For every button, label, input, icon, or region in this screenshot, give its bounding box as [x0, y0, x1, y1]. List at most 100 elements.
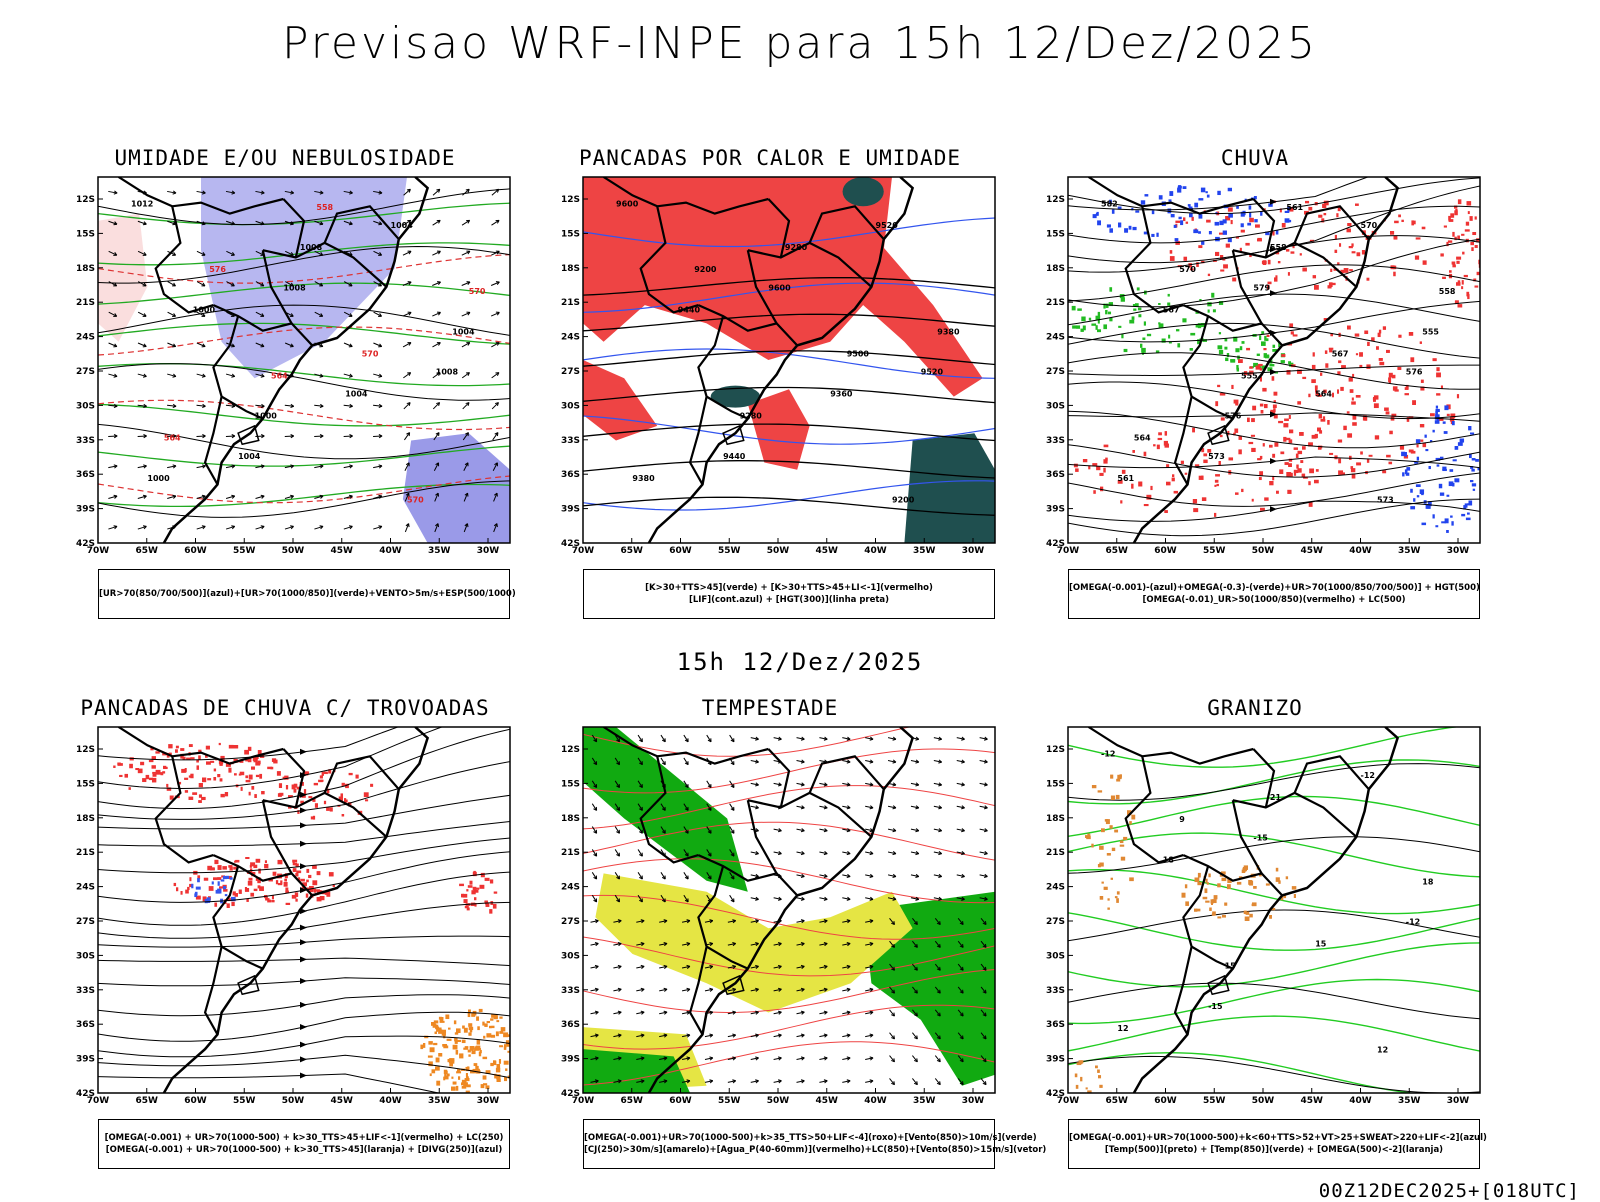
- precip-cell: [219, 743, 221, 745]
- precip-cell: [1168, 335, 1170, 339]
- precip-cell: [1205, 901, 1209, 903]
- precip-cell: [453, 1082, 457, 1085]
- precip-cell: [1352, 374, 1354, 377]
- precip-cell: [1450, 213, 1454, 217]
- lon-tick-label: 60W: [184, 546, 207, 556]
- precip-cell: [271, 900, 274, 902]
- lat-tick-label: 33S: [76, 986, 95, 996]
- precip-cell: [1405, 452, 1407, 457]
- precip-cell: [478, 1048, 481, 1051]
- precip-cell: [479, 1009, 483, 1012]
- precip-cell: [464, 899, 468, 903]
- precip-cell: [1435, 525, 1438, 527]
- precip-cell: [1156, 233, 1158, 237]
- lon-tick-label: 45W: [331, 546, 354, 556]
- precip-cell: [1109, 287, 1112, 291]
- lon-tick-label: 60W: [184, 1096, 207, 1106]
- lat-tick-label: 33S: [561, 436, 580, 446]
- precip-cell: [1231, 220, 1233, 224]
- precip-cell: [1247, 223, 1251, 226]
- precip-cell: [1211, 293, 1214, 298]
- precip-cell: [1118, 326, 1121, 328]
- precip-cell: [1212, 911, 1216, 915]
- precip-cell: [459, 1053, 463, 1058]
- precip-cell: [1357, 252, 1361, 256]
- precip-cell: [423, 1043, 425, 1048]
- lat-tick-label: 15S: [1046, 779, 1065, 789]
- precip-cell: [1351, 401, 1356, 404]
- contour-label: 570: [469, 287, 486, 296]
- precip-cell: [436, 1081, 440, 1086]
- precip-cell: [1171, 214, 1175, 217]
- precip-cell: [504, 1077, 507, 1081]
- precip-cell: [320, 780, 323, 782]
- precip-cell: [1449, 481, 1454, 486]
- precip-cell: [1089, 318, 1091, 321]
- precip-cell: [1458, 442, 1463, 446]
- precip-cell: [467, 1066, 469, 1070]
- precip-cell: [1208, 310, 1210, 313]
- lat-tick-label: 12S: [1046, 745, 1065, 755]
- forecast-map: 1012100810081004100410001004100010081004…: [55, 174, 515, 594]
- precip-cell: [1220, 270, 1224, 272]
- precip-cell: [286, 903, 291, 905]
- precip-cell: [181, 769, 186, 773]
- precip-cell: [1305, 201, 1309, 203]
- lat-tick-label: 30S: [76, 401, 95, 411]
- vector-head: [114, 526, 117, 527]
- precip-cell: [1086, 1087, 1088, 1089]
- precip-cell: [1207, 302, 1211, 306]
- precip-cell: [1241, 223, 1244, 227]
- contour-label: 564: [271, 371, 288, 380]
- precip-cell: [149, 760, 154, 762]
- lon-tick-label: 60W: [1154, 546, 1177, 556]
- lat-tick-label: 27S: [561, 917, 580, 927]
- precip-cell: [313, 816, 315, 820]
- vector-head: [963, 967, 964, 970]
- precip-cell: [1362, 250, 1365, 255]
- precip-cell: [463, 894, 468, 898]
- precip-cell: [1214, 895, 1218, 899]
- precip-cell: [245, 775, 248, 778]
- precip-cell: [142, 778, 146, 782]
- contour-label: 1004: [391, 221, 414, 230]
- precip-cell: [420, 1045, 423, 1050]
- precip-cell: [1347, 411, 1350, 413]
- precip-cell: [1080, 1077, 1082, 1081]
- precip-cell: [1181, 461, 1184, 464]
- precip-cell: [1447, 414, 1450, 416]
- precip-cell: [1129, 821, 1132, 824]
- vector-head: [917, 1058, 918, 1061]
- precip-cell: [1351, 468, 1355, 472]
- precip-cell: [1238, 359, 1243, 363]
- precip-cell: [320, 775, 323, 778]
- map-legend: [OMEGA(-0.001)-(azul)+OMEGA(-0.3)-(verde…: [1068, 569, 1480, 619]
- map-layers: 1012100810081004100410001004100010081004…: [98, 177, 510, 543]
- contour-label: 1012: [131, 199, 153, 208]
- precip-cell: [1294, 894, 1296, 898]
- precip-cell: [1333, 283, 1336, 285]
- lat-tick-label: 15S: [561, 229, 580, 239]
- precip-cell: [239, 774, 242, 776]
- precip-cell: [1145, 194, 1149, 196]
- precip-cell: [1351, 243, 1353, 246]
- precip-cell: [223, 886, 226, 889]
- precip-cell: [1214, 513, 1216, 517]
- lon-tick-label: 45W: [816, 546, 839, 556]
- precip-cell: [462, 1086, 467, 1089]
- precip-cell: [1244, 865, 1248, 870]
- precip-cell: [1185, 473, 1188, 475]
- contour-label: 573: [1208, 452, 1225, 461]
- precip-cell: [1168, 294, 1170, 297]
- precip-cell: [175, 749, 178, 752]
- lon-tick-label: 40W: [379, 1096, 402, 1106]
- precip-cell: [1444, 431, 1448, 434]
- precip-cell: [314, 783, 318, 785]
- precip-cell: [1461, 514, 1465, 516]
- precip-cell: [1394, 221, 1399, 223]
- contour-label: 1004: [452, 327, 475, 336]
- precip-cell: [1300, 460, 1303, 463]
- legend-line: [OMEGA(-0.001)+UR>70(1000-500)+k<60+TTS>…: [1069, 1132, 1479, 1144]
- contour-label: 1000: [255, 412, 278, 421]
